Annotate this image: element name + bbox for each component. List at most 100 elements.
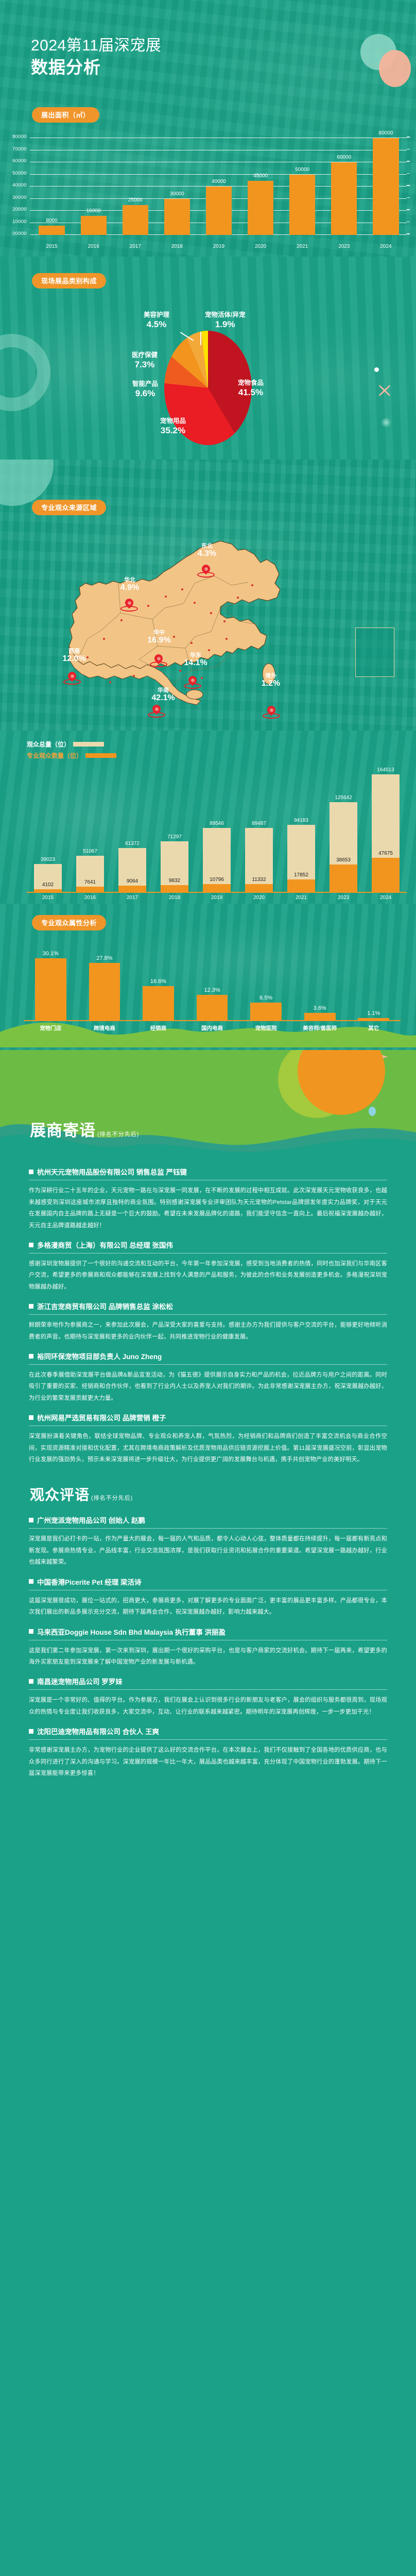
bullet-square-icon: [29, 1415, 33, 1420]
bullet-square-icon: [29, 1728, 33, 1734]
exhibit-category-section: 现场展品类别构成 宠物活体/异宠 1.9% 美容护理 4.5% 医疗保健 7.3…: [0, 257, 416, 460]
map-pin-south[interactable]: [152, 705, 161, 716]
bar-value-label: 60000: [337, 155, 352, 161]
bar-value-label-total: 61372: [125, 841, 140, 847]
stacked-bar-cell: 89546 10796: [196, 764, 238, 892]
exhibitor-quotes-heading-note: (排名不分先后): [97, 1131, 140, 1138]
y-tick-label: 10000: [12, 218, 27, 225]
x-tick-label: 美容师/兽医师: [303, 1025, 337, 1032]
visitor-review-title-text: 广州宠派宠物用品公司 创始人 赵鹏: [37, 1517, 146, 1525]
stacked-bar: 89546 10796: [202, 821, 231, 892]
map-label-south-name: 华南: [158, 687, 169, 694]
x-tick-label: 2020: [253, 895, 265, 901]
bar-value-label: 8000: [46, 217, 58, 224]
hero-title-block: 2024第11届深宠展 数据分析: [0, 36, 416, 78]
map-pin-overseas[interactable]: [267, 706, 275, 717]
exhibitor-quote-list: 杭州天元宠物用品股份有限公司 销售总监 严钰键 作为深耕行业二十五年的企业，天元宠…: [0, 1166, 416, 1465]
pie-label-medical-value: 7.3%: [134, 359, 155, 369]
decorative-blue-dot: [369, 1107, 376, 1116]
bar-value-label: 16.6%: [150, 978, 167, 985]
map-pin-southwest[interactable]: [68, 672, 76, 683]
bar-segment-professional: 47675: [371, 851, 400, 892]
bar-value-label: 27.8%: [96, 955, 113, 962]
south-china-sea-inset: [355, 628, 394, 677]
map-label-northeast-name: 东北: [201, 543, 213, 550]
map-label-northeast-value: 4.3%: [197, 549, 217, 558]
bullet-square-icon: [29, 1353, 33, 1359]
bar-value-label: 25000: [128, 197, 143, 203]
bar-segment-professional: 10796: [202, 877, 231, 892]
x-tick-label: 2023: [337, 895, 350, 901]
map-pin-northeast[interactable]: [202, 565, 210, 576]
exhibitor-quote-title-text: 裕同环保宠物项目部负责人 Juno Zheng: [37, 1353, 162, 1361]
bar: 45000: [247, 173, 274, 235]
exhibitor-quote-body: 在此次春季展借助深宠展平台做品牌&新品宣发活动，为《猫五德》提供展示自身实力和产…: [29, 1372, 387, 1401]
x-tick-label: 2019: [211, 895, 223, 901]
hero-section: 2024第11届深宠展 数据分析 展出面积（㎡） 00000 10000 20000…: [0, 0, 416, 257]
stacked-bar: 51067 7641: [76, 849, 105, 892]
map-pin-central[interactable]: [154, 654, 163, 666]
map-label-north-value: 4.9%: [120, 583, 140, 592]
y-tick-label: 80000: [12, 134, 27, 140]
x-tick-label: 宠物医院: [255, 1025, 277, 1032]
bar-value-label: 80000: [378, 130, 393, 137]
stacked-bar: 164513 47675: [371, 767, 400, 892]
visitor-review-item: 沈阳巴迪宠物用品有限公司 合伙人 王爽非常感谢深宠展主办方，为宠物行业的企业提供…: [0, 1726, 416, 1779]
y-tick-mark: [407, 221, 410, 223]
gridline: 40000: [12, 182, 410, 188]
pie-leader-line-exotic: [200, 332, 201, 346]
page-title-line2: 数据分析: [31, 57, 101, 77]
bar-value-label-professional: 4102: [42, 882, 54, 888]
visitor-reviews-section: 观众评语 (排名不分先后) 广州宠派宠物用品公司 创始人 赵鹏 深宠展是我们必打卡的…: [0, 1470, 416, 1800]
pie-label-beauty-value: 4.5%: [146, 319, 167, 329]
decorative-x-shape: [379, 385, 390, 397]
bar-value-label: 30000: [169, 191, 184, 197]
visitor-review-title: 沈阳巴迪宠物用品有限公司 合伙人 王爽: [29, 1726, 387, 1740]
map-pin-north[interactable]: [125, 599, 133, 610]
bar-cell: 8000: [31, 138, 73, 235]
bar-segment-professional: 7641: [76, 879, 105, 892]
bar-value-label-professional: 38653: [336, 857, 351, 863]
exhibitor-quote-title-text: 杭州网易严选贸易有限公司 品牌营销 橙子: [37, 1414, 166, 1422]
pie-label-smart: 智能产品 9.6%: [114, 380, 176, 398]
bullet-square-icon: [29, 1303, 33, 1309]
legend-item-total: 观众总量（位）: [27, 740, 416, 749]
exhibitor-quote-item: 多格漫商贸（上海）有限公司 总经理 张国伟感谢深圳宠物展提供了一个很好的沟通交流…: [0, 1240, 416, 1293]
exhibitor-quote-title: 杭州网易严选贸易有限公司 品牌营销 橙子: [29, 1412, 387, 1427]
china-map-shape: [68, 540, 281, 705]
stacked-bar-cell: 125642 38653: [322, 764, 365, 892]
bar-value-label-professional: 47675: [378, 851, 393, 857]
bar-cell: 40000: [198, 138, 239, 235]
pie-disc: [164, 331, 252, 446]
attribute-pill: 专业观众属性分析: [32, 915, 107, 931]
bar-segment-professional: 4102: [33, 882, 62, 892]
x-tick-label: 2015: [42, 895, 54, 901]
visitor-review-body: 非常感谢深宠展主办方，为宠物行业的企业提供了这么好的交流合作平台。在本次展会上，…: [29, 1747, 387, 1776]
x-tick-label: 2020: [254, 244, 267, 250]
bullet-square-icon: [29, 1579, 33, 1584]
pie-label-exotic-value: 1.9%: [215, 319, 235, 329]
bar-value-label-professional: 17852: [294, 872, 308, 878]
pie-label-supplies-value: 35.2%: [160, 425, 186, 435]
exhibitor-quote-body: 感谢深圳宠物展提供了一个很好的沟通交流和互动的平台，今年第一年参加深宠展，感受到…: [29, 1261, 387, 1290]
map-label-overseas-value: 1.2%: [261, 679, 281, 688]
exhibitor-quote-title-text: 杭州天元宠物用品股份有限公司 销售总监 严钰键: [37, 1168, 187, 1177]
exhibitor-quote-title: 多格漫商贸（上海）有限公司 总经理 张国伟: [29, 1240, 387, 1254]
bar-value-label-total: 39023: [41, 857, 55, 863]
map-pin-east[interactable]: [188, 676, 197, 687]
page-title-line1: 2024第11届深宠展: [31, 37, 162, 54]
map-label-northeast: 东北 4.3%: [181, 543, 233, 558]
y-tick-label: 50000: [12, 170, 27, 176]
visitor-review-title-text: 中国香港Picerite Pet 经理 梁活诗: [37, 1578, 142, 1586]
bar-value-label-total: 94183: [294, 817, 308, 823]
bar-value-label-total: 51067: [83, 848, 97, 854]
map-label-east-value: 14.1%: [184, 658, 207, 668]
x-tick-label: 国内电商: [201, 1025, 223, 1032]
bar: 60000: [331, 155, 357, 235]
bullet-square-icon: [29, 1679, 33, 1684]
bar-segment-professional: 11332: [245, 877, 273, 892]
pie-label-supplies-name: 宠物用品: [160, 417, 186, 425]
stacked-bar-cell: 39023 4102: [27, 764, 69, 892]
exhibitor-quotes-section: 展商寄语 (排名不分先后) 杭州天元宠物用品股份有限公司 销售总监 严钰键 作为深耕…: [0, 1050, 416, 1471]
gridline: 50000: [12, 171, 410, 176]
